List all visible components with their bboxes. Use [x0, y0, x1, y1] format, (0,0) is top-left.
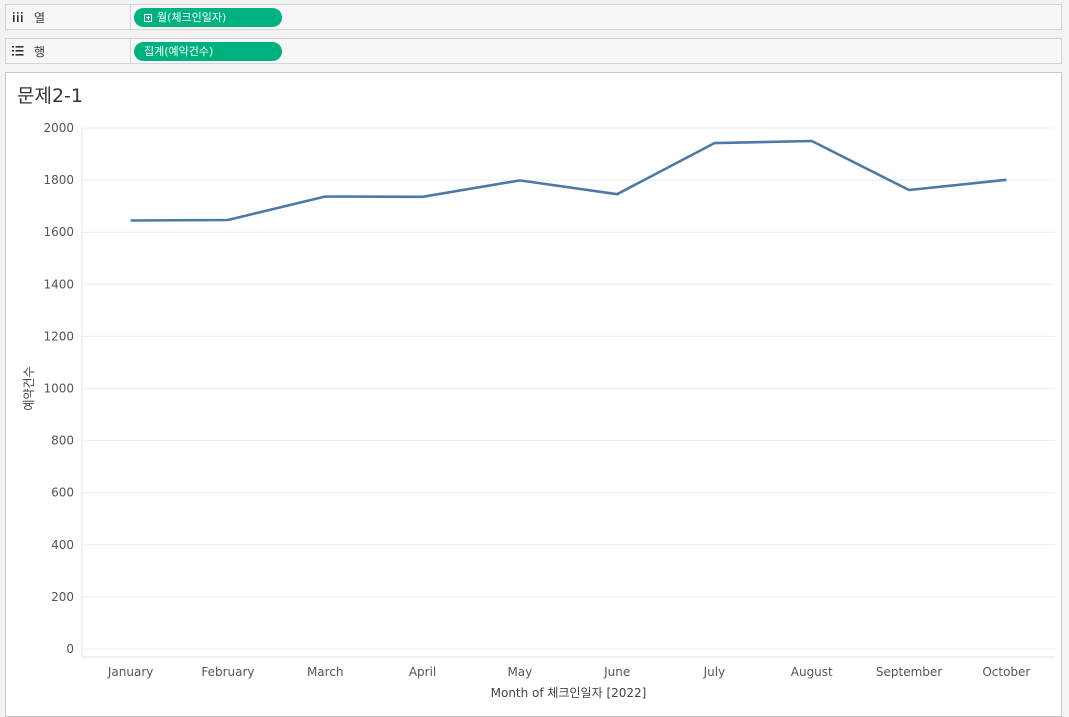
rows-list-icon: [12, 45, 30, 57]
y-tick-label: 0: [66, 642, 74, 656]
x-tick-label: February: [201, 665, 254, 679]
x-tick-label: March: [307, 665, 344, 679]
x-axis-title: Month of 체크인일자 [2022]: [491, 686, 647, 700]
columns-shelf: 열 월(체크인일자): [5, 4, 1062, 30]
y-tick-label: 2000: [43, 121, 74, 135]
rows-shelf: 행 집계(예약건수): [5, 38, 1062, 64]
x-tick-label: August: [791, 665, 833, 679]
month-checkin-pill-label: 월(체크인일자): [157, 11, 227, 24]
y-tick-label: 200: [51, 590, 74, 604]
rows-label-text: 행: [34, 44, 46, 59]
y-axis-ticks: 0 200 400 600 800 1000 1200 1400 1600 1800 2000: [43, 121, 74, 656]
chart-panel: 문제2-1 0 200 400 600 800 1000 1200 1400 1600 1800 2…: [5, 72, 1062, 717]
x-axis-ticks: January February March April May June July Augu…: [107, 665, 1031, 679]
columns-icon: [12, 11, 30, 23]
y-tick-label: 800: [51, 434, 74, 448]
rows-shelf-label: 행: [6, 39, 131, 63]
y-tick-label: 1200: [43, 329, 74, 343]
columns-label-text: 열: [34, 10, 46, 25]
x-tick-label: October: [982, 665, 1030, 679]
y-tick-label: 600: [51, 486, 74, 500]
month-checkin-pill[interactable]: 월(체크인일자): [134, 8, 282, 27]
sum-bookings-pill[interactable]: 집계(예약건수): [134, 42, 282, 61]
x-tick-label: January: [107, 665, 154, 679]
chart-title: 문제2-1: [17, 85, 83, 107]
x-tick-label: July: [703, 665, 726, 679]
x-tick-label: May: [507, 665, 532, 679]
y-tick-label: 1400: [43, 277, 74, 291]
x-tick-label: September: [876, 665, 942, 679]
expand-plus-icon[interactable]: [144, 13, 152, 22]
gridlines: [81, 127, 1055, 658]
x-tick-label: April: [409, 665, 436, 679]
y-tick-label: 1600: [43, 225, 74, 239]
y-tick-label: 1000: [43, 382, 74, 396]
y-tick-label: 1800: [43, 173, 74, 187]
columns-shelf-label: 열: [6, 5, 131, 29]
x-tick-label: June: [603, 665, 630, 679]
line-chart: 0 200 400 600 800 1000 1200 1400 1600 1800 2000 Ja…: [21, 121, 1055, 700]
sum-bookings-pill-label: 집계(예약건수): [144, 45, 214, 58]
y-axis-title: 예약건수: [21, 366, 36, 410]
y-tick-label: 400: [51, 538, 74, 552]
series-line-bookings[interactable]: [130, 139, 1007, 222]
